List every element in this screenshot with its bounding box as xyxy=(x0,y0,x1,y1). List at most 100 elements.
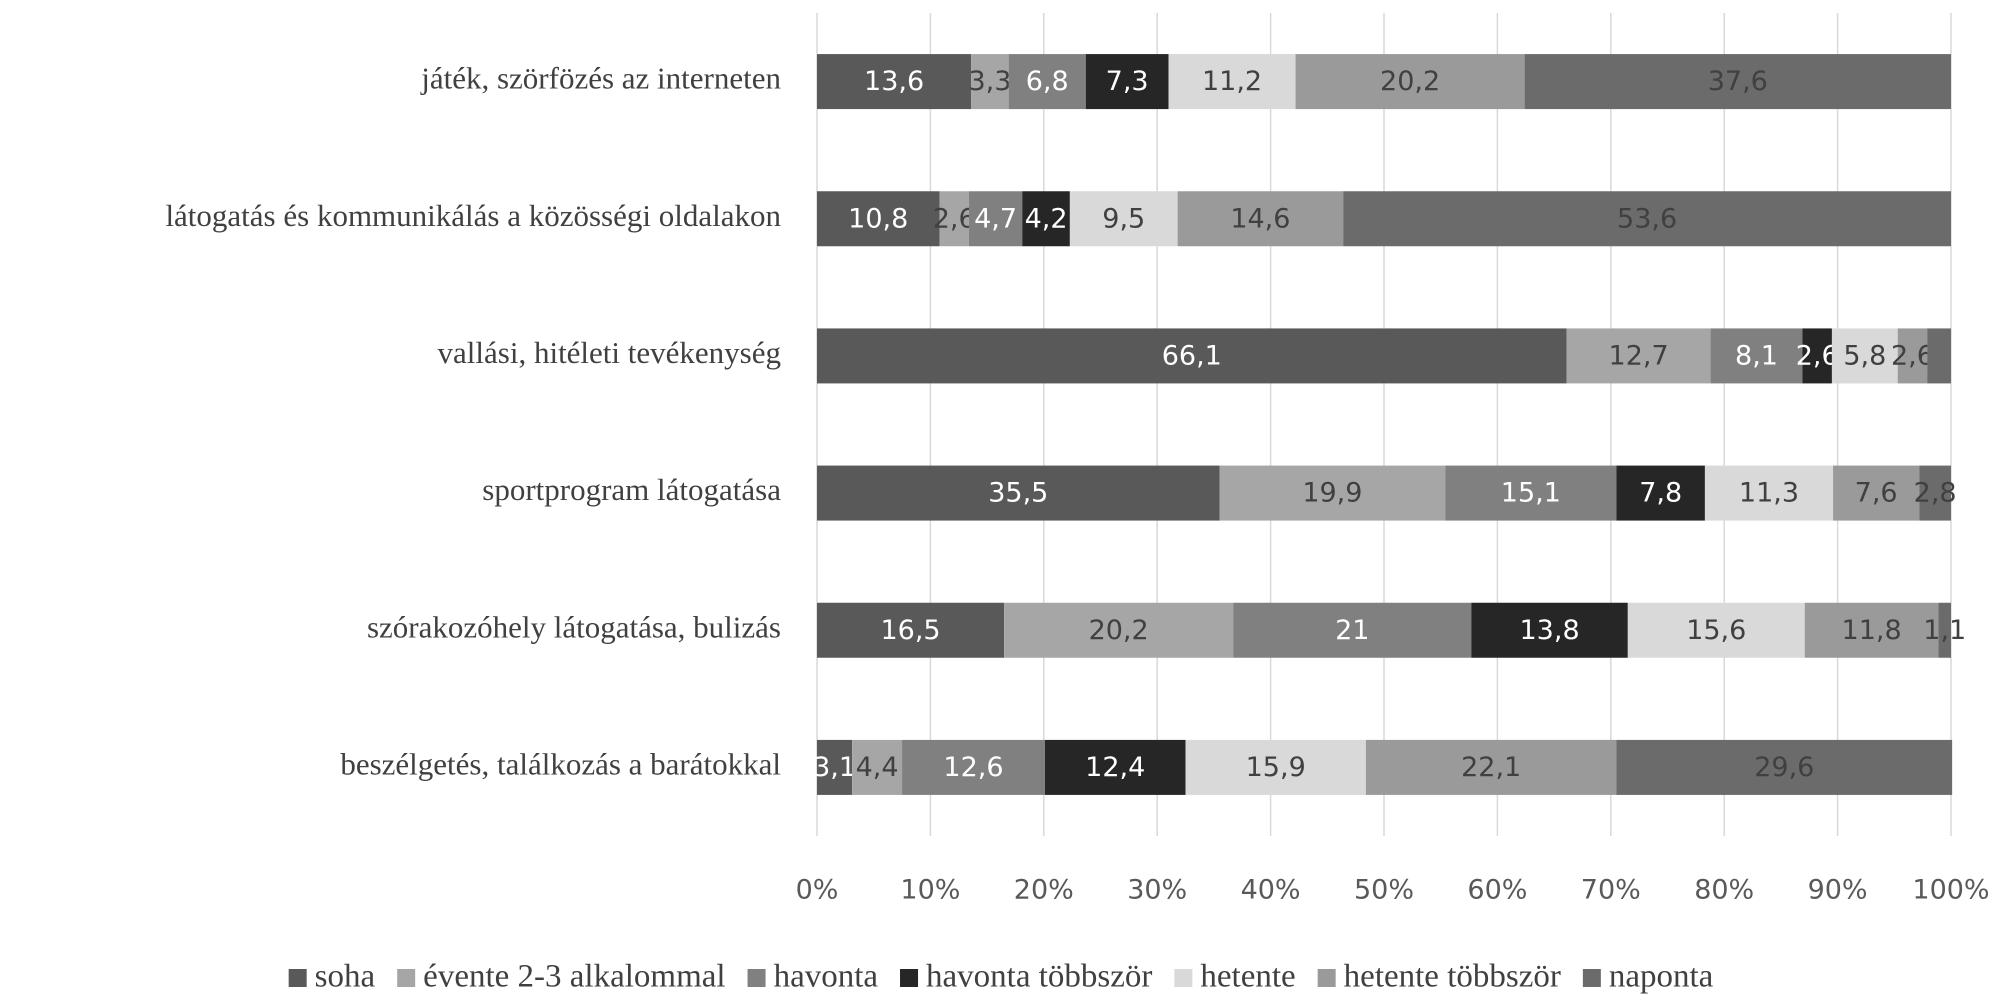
legend-marker xyxy=(1174,969,1193,987)
data-label: 53,6 xyxy=(1617,203,1677,234)
legend-marker xyxy=(397,969,416,987)
bar-segment xyxy=(817,191,940,247)
bar-segment xyxy=(1802,328,1832,384)
data-label: 2,6 xyxy=(1796,340,1839,371)
data-label: 6,8 xyxy=(1026,66,1069,97)
x-tick-label: 80% xyxy=(1694,875,1754,906)
data-label: 20,2 xyxy=(1089,615,1149,646)
data-label: 37,6 xyxy=(1708,66,1768,97)
data-label: 4,4 xyxy=(856,752,899,783)
data-label: 22,1 xyxy=(1461,752,1521,783)
bar-segment xyxy=(1445,465,1617,521)
data-label: 14,6 xyxy=(1230,203,1290,234)
x-tick-label: 10% xyxy=(900,875,960,906)
legend-label: naponta xyxy=(1609,959,1714,995)
data-label: 10,8 xyxy=(848,203,908,234)
bar-segment xyxy=(1185,739,1366,795)
bar-segment xyxy=(1022,191,1070,247)
data-label: 29,6 xyxy=(1754,752,1814,783)
data-label: 1,1 xyxy=(1923,615,1966,646)
legend-label: havonta xyxy=(774,959,879,995)
data-label: 16,5 xyxy=(880,615,940,646)
data-label: 3,3 xyxy=(968,66,1011,97)
data-label: 15,1 xyxy=(1501,478,1561,509)
legend-label: hetente többször xyxy=(1344,959,1561,995)
x-tick-label: 0% xyxy=(796,875,839,906)
data-label: 7,3 xyxy=(1106,66,1149,97)
data-label: 2,8 xyxy=(1914,478,1957,509)
bar-segment xyxy=(902,739,1045,795)
x-tick-label: 50% xyxy=(1354,875,1414,906)
bar-segment xyxy=(1919,465,1951,521)
bar-segment xyxy=(817,54,972,110)
x-tick-label: 90% xyxy=(1808,875,1868,906)
data-label: 4,2 xyxy=(1025,203,1068,234)
data-label: 19,9 xyxy=(1302,478,1362,509)
x-tick-label: 40% xyxy=(1241,875,1301,906)
bar-segment xyxy=(1616,739,1953,795)
data-label: 15,6 xyxy=(1686,615,1746,646)
x-tick-label: 60% xyxy=(1467,875,1527,906)
legend-label: soha xyxy=(315,959,376,995)
bar-segment xyxy=(1219,465,1446,521)
bar-segment xyxy=(1804,602,1939,658)
bar-segment xyxy=(1927,328,1951,384)
data-label: 12,6 xyxy=(943,752,1003,783)
bar-segment xyxy=(852,739,903,795)
legend-marker xyxy=(1317,969,1336,987)
category-label: beszélgetés, találkozás a barátokkal xyxy=(340,747,781,782)
bar-segment xyxy=(1233,602,1472,658)
x-tick-label: 30% xyxy=(1127,875,1187,906)
data-label: 13,8 xyxy=(1520,615,1580,646)
data-label: 2,6 xyxy=(1891,340,1934,371)
bar-segment xyxy=(968,191,1023,247)
data-label: 4,7 xyxy=(974,203,1017,234)
data-label: 15,9 xyxy=(1246,752,1306,783)
data-label: 11,8 xyxy=(1842,615,1902,646)
data-label: 5,8 xyxy=(1843,340,1886,371)
bar-segment xyxy=(817,739,853,795)
bar-segment xyxy=(1627,602,1805,658)
bar-segment xyxy=(1069,191,1178,247)
data-label: 21 xyxy=(1335,615,1369,646)
bar-segment xyxy=(817,465,1220,521)
bar-segment xyxy=(1008,54,1086,110)
legend-marker xyxy=(900,969,919,987)
bar-segment xyxy=(817,328,1567,384)
bar-segment xyxy=(1365,739,1617,795)
category-label: játék, szörfözés az interneten xyxy=(420,61,781,96)
bar-segment xyxy=(1710,328,1803,384)
bar-segment xyxy=(1343,191,1951,247)
bar-segment xyxy=(1831,328,1898,384)
legend-marker xyxy=(1582,969,1601,987)
data-label: 12,4 xyxy=(1085,752,1145,783)
bar-segment xyxy=(939,191,969,247)
legend-label: havonta többször xyxy=(926,959,1152,995)
bar-segment xyxy=(817,602,1005,658)
data-label: 11,3 xyxy=(1739,478,1799,509)
legend-marker xyxy=(747,969,766,987)
category-label: sportprogram látogatása xyxy=(482,472,781,507)
bar-segment xyxy=(1616,465,1705,521)
data-label: 35,5 xyxy=(988,478,1048,509)
bar-segment xyxy=(1938,602,1951,658)
bar-segment xyxy=(971,54,1009,110)
data-label: 66,1 xyxy=(1162,340,1222,371)
bar-segment xyxy=(1044,739,1186,795)
bar-segment xyxy=(1566,328,1711,384)
category-label: vallási, hitéleti tevékenység xyxy=(438,335,781,370)
data-label: 9,5 xyxy=(1102,203,1145,234)
bar-segment xyxy=(1295,54,1525,110)
bar-segment xyxy=(1085,54,1169,110)
category-label: szórakozóhely látogatása, bulizás xyxy=(367,609,781,644)
bar-segment xyxy=(1168,54,1296,110)
bar-segment xyxy=(1897,328,1928,384)
data-label: 20,2 xyxy=(1380,66,1440,97)
data-label: 11,2 xyxy=(1202,66,1262,97)
data-label: 8,1 xyxy=(1735,340,1778,371)
legend-label: hetente xyxy=(1200,959,1295,995)
x-tick-label: 20% xyxy=(1014,875,1074,906)
bar-segment xyxy=(1471,602,1628,658)
data-label: 3,1 xyxy=(813,752,856,783)
legend-marker xyxy=(288,969,307,987)
